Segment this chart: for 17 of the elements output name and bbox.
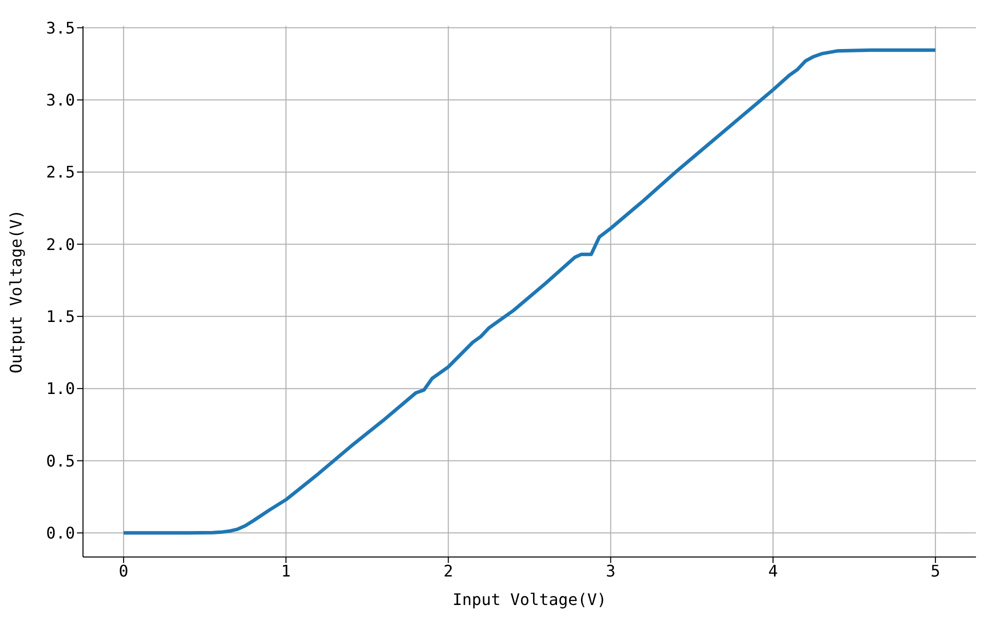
y-tick-label: 3.5 <box>46 18 75 38</box>
x-tick-label: 2 <box>444 561 454 580</box>
y-axis-title: Output Voltage(V) <box>6 210 26 374</box>
y-tick-label: 2.5 <box>46 162 75 182</box>
y-tick-label: 0.0 <box>46 524 75 543</box>
y-tick-label: 3.0 <box>46 90 75 110</box>
x-tick-label: 3 <box>606 561 616 580</box>
line-series <box>122 48 938 535</box>
x-tick-label: 1 <box>281 561 291 580</box>
x-axis-title: Input Voltage(V) <box>452 590 607 609</box>
x-tick-label: 0 <box>118 561 128 580</box>
y-tick-label: 2.0 <box>46 234 75 254</box>
y-tick-label: 1.0 <box>46 379 75 398</box>
x-tick-label: 5 <box>930 561 940 580</box>
y-tick-label: 1.5 <box>46 307 75 326</box>
y-tick-label: 0.5 <box>46 451 75 470</box>
x-tick-label: 4 <box>768 561 778 580</box>
